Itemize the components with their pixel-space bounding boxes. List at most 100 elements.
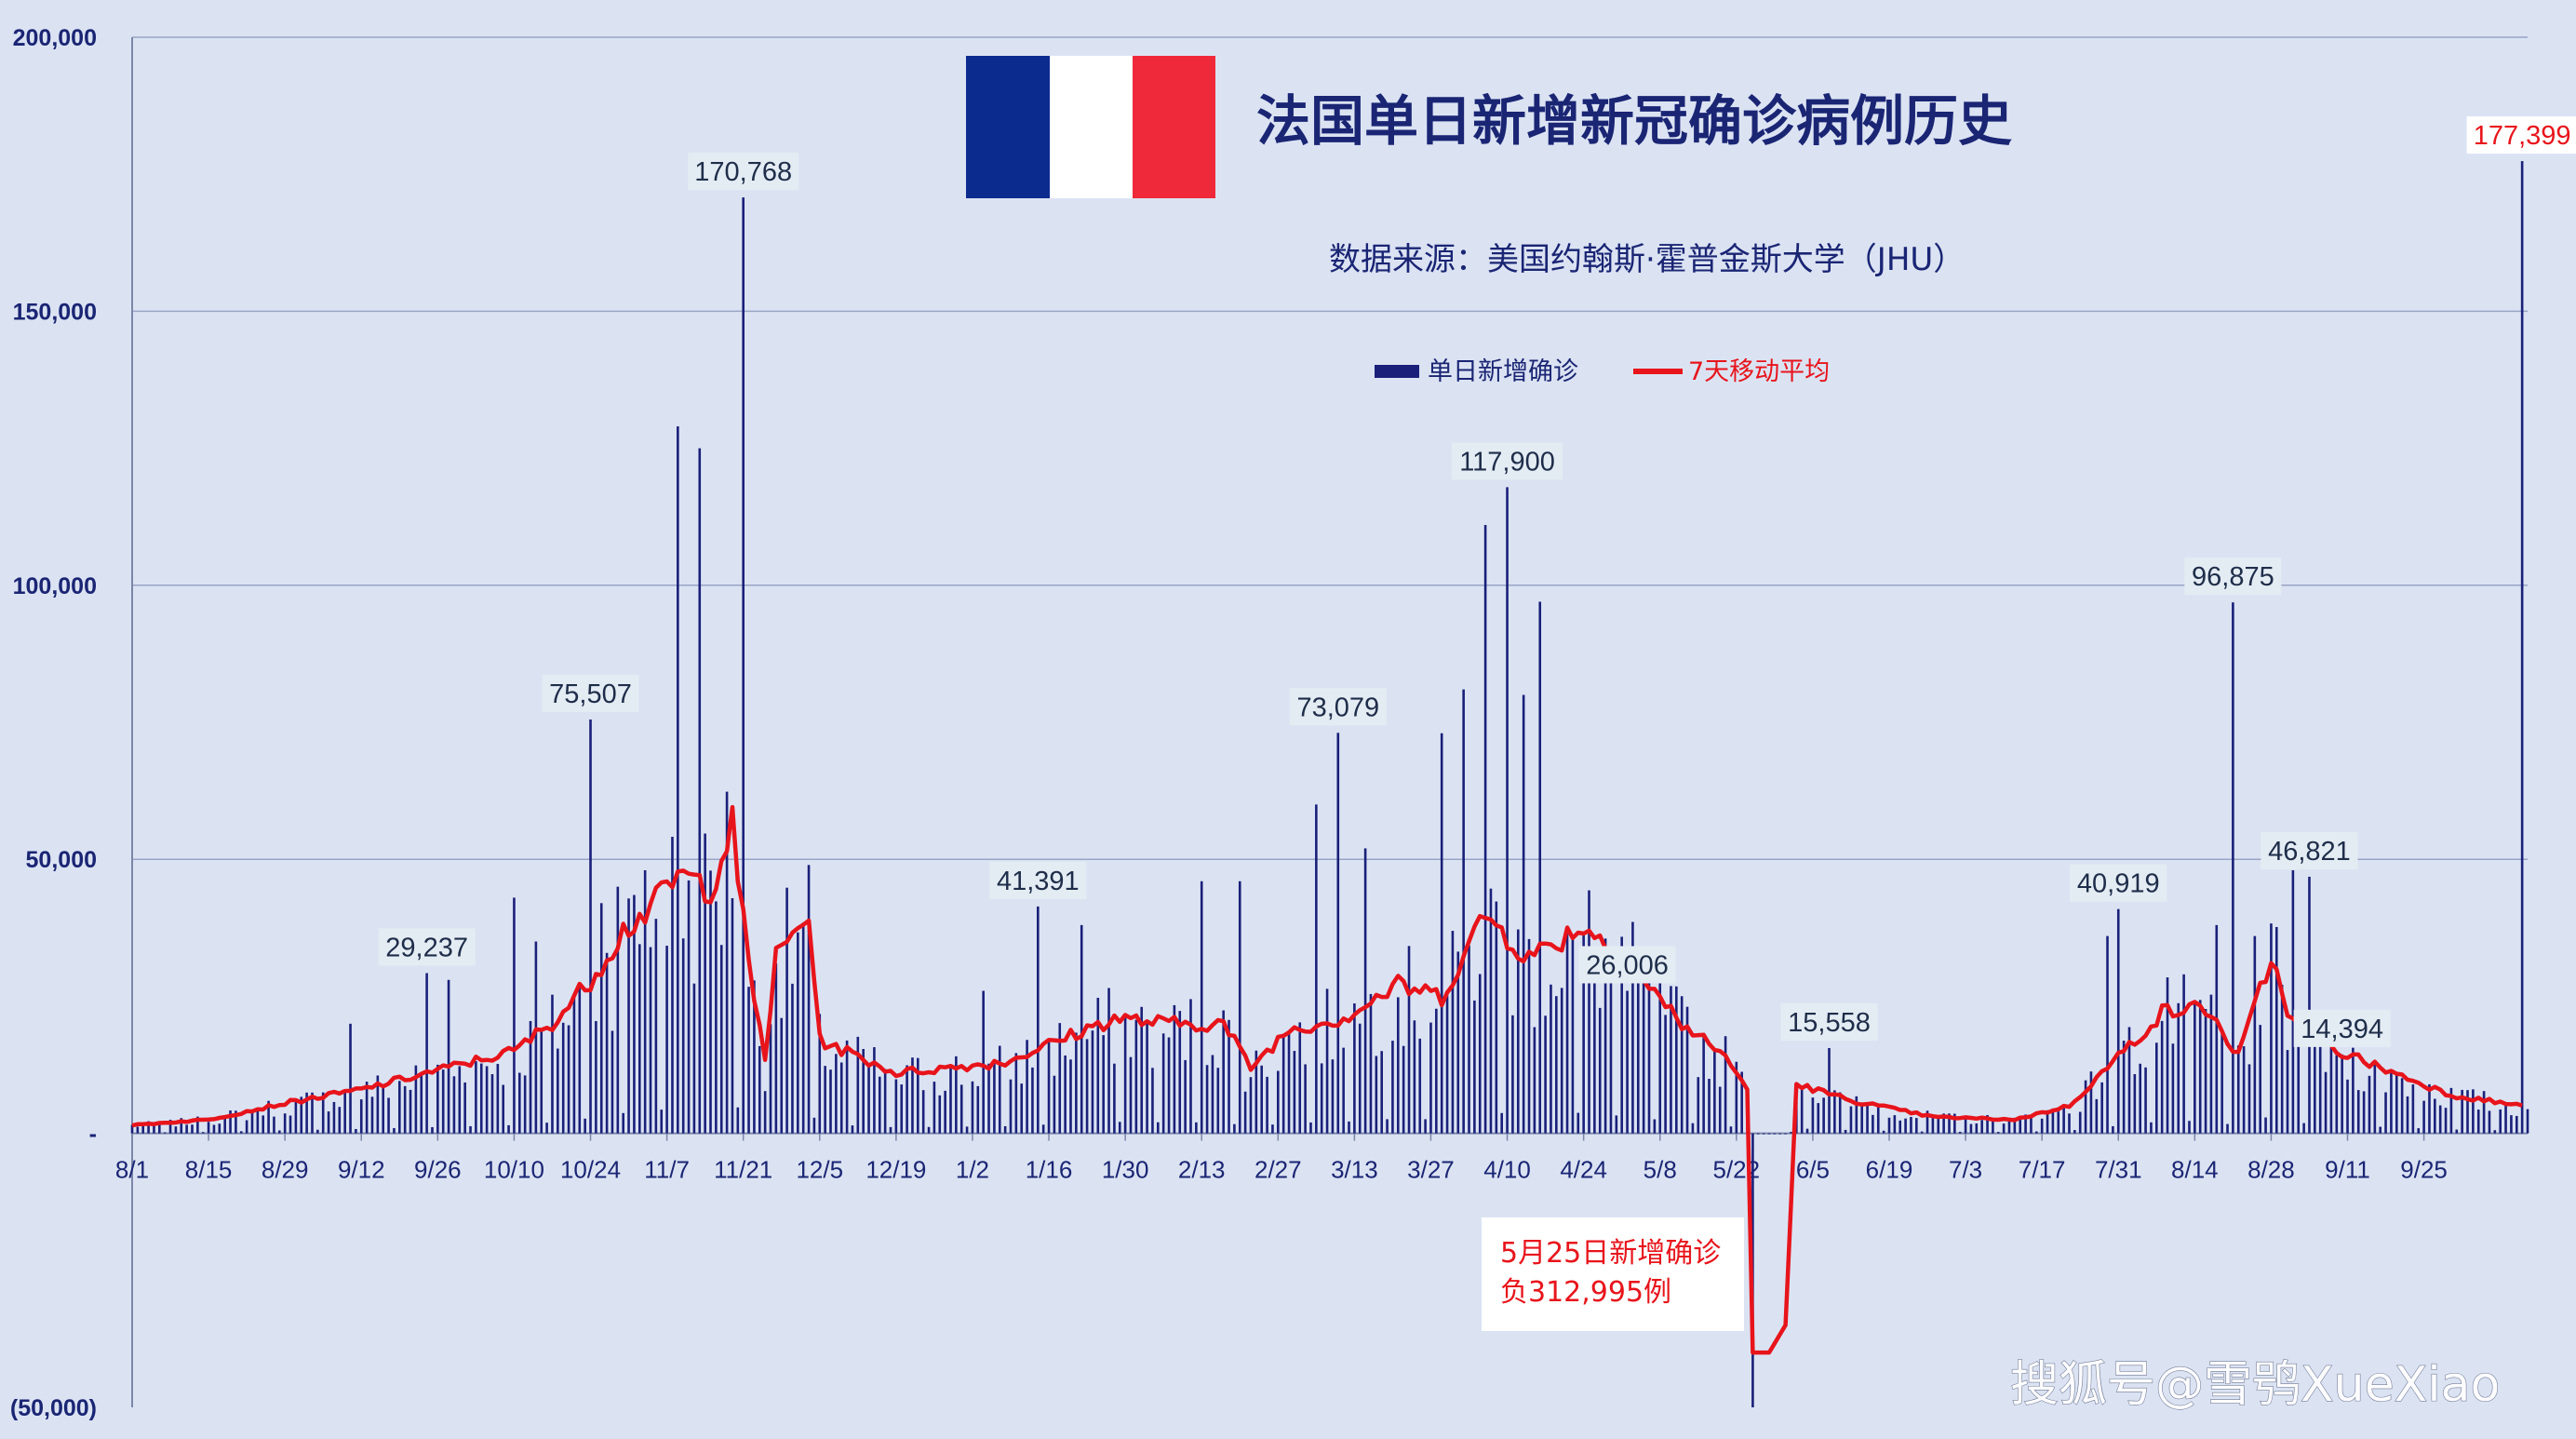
daily-bar [235, 1110, 237, 1134]
daily-bar [1075, 1032, 1078, 1134]
daily-bar [2259, 1025, 2261, 1134]
peak-label-bg [1780, 1002, 1878, 1041]
daily-bar [2035, 1131, 2038, 1134]
daily-bar [262, 1115, 265, 1134]
daily-bar [2466, 1090, 2469, 1134]
daily-bar [2461, 1089, 2463, 1134]
daily-bar [469, 1125, 472, 1134]
daily-bar [807, 865, 811, 1134]
x-tick-label: 1/2 [956, 1156, 989, 1184]
daily-bar [1233, 1123, 1236, 1134]
daily-bar [420, 1074, 423, 1134]
daily-bar [1216, 1068, 1220, 1134]
daily-bar [2040, 1118, 2044, 1134]
daily-bar [1304, 1064, 1307, 1134]
daily-bar [370, 1096, 374, 1134]
daily-bar [567, 1025, 570, 1134]
daily-bar [338, 1107, 342, 1134]
daily-bar [2013, 1117, 2017, 1134]
daily-bar [529, 1020, 532, 1134]
daily-bar [1134, 1019, 1138, 1134]
x-tick-label: 6/5 [1796, 1156, 1830, 1184]
daily-bar [2373, 1060, 2377, 1134]
daily-bar [283, 1113, 287, 1134]
daily-bar [2455, 1129, 2459, 1134]
daily-bar [1031, 1067, 1034, 1134]
daily-bar [278, 1130, 281, 1134]
daily-bar [1986, 1114, 1989, 1134]
peak-label-bg [2293, 1009, 2391, 1047]
daily-bar [2472, 1089, 2475, 1134]
daily-bar [168, 1120, 172, 1134]
daily-bar [1664, 1015, 1667, 1134]
x-tick-label: 4/10 [1483, 1156, 1531, 1184]
daily-bar [1925, 1110, 1929, 1134]
peak-label-bg [542, 675, 639, 713]
daily-bar [812, 1117, 816, 1134]
daily-bar [747, 987, 750, 1134]
daily-bar [719, 945, 723, 1134]
daily-bar [130, 1124, 134, 1134]
daily-bar [1440, 733, 1443, 1134]
negative-note-line2: 负312,995例 [1500, 1276, 1671, 1309]
daily-bar [1817, 1103, 1820, 1134]
x-tick-label: 5/8 [1644, 1156, 1677, 1184]
daily-bar [355, 1128, 357, 1134]
daily-bar [1173, 1004, 1176, 1134]
daily-bar [1375, 1056, 1378, 1134]
peak-label: 40,919 [2077, 869, 2160, 899]
daily-bar [1790, 1132, 1792, 1134]
daily-bar [1527, 938, 1531, 1134]
daily-bar [1069, 1059, 1072, 1134]
daily-bar [1161, 1033, 1165, 1134]
daily-bar [921, 1090, 925, 1134]
daily-bar [2324, 1071, 2328, 1134]
daily-bar [2362, 1091, 2366, 1134]
daily-bar [2504, 1103, 2507, 1134]
daily-bar [191, 1124, 194, 1134]
daily-bar [753, 980, 756, 1134]
daily-bar [862, 1048, 865, 1134]
daily-bar [2379, 1126, 2381, 1134]
daily-bar [1053, 1075, 1056, 1134]
daily-bar [2232, 602, 2234, 1134]
daily-bar [2318, 1039, 2322, 1134]
daily-bar [1418, 1038, 1422, 1134]
daily-bar [2171, 1043, 2175, 1134]
daily-bar [1468, 945, 1470, 1134]
daily-bar [2160, 1020, 2164, 1134]
daily-bar [2089, 1071, 2093, 1134]
daily-bar [311, 1092, 314, 1134]
daily-bar [387, 1097, 390, 1134]
daily-bar [409, 1089, 412, 1134]
x-tick-label: 10/10 [484, 1156, 544, 1184]
daily-bar [147, 1121, 150, 1134]
daily-bar [1271, 1124, 1274, 1134]
daily-bar [1773, 1133, 1777, 1135]
daily-bar [2188, 1121, 2191, 1134]
daily-bar [2400, 1078, 2404, 1134]
legend: 单日新增确诊 7天移动平均 [1375, 357, 1830, 386]
daily-bar [1064, 1055, 1067, 1134]
daily-bar [1243, 1091, 1247, 1134]
daily-bar [1325, 988, 1329, 1134]
legend-bars-label: 单日新增确诊 [1428, 357, 1578, 386]
daily-bar [665, 946, 668, 1134]
daily-bar [551, 994, 554, 1134]
daily-bar [1500, 1112, 1503, 1134]
daily-bar [1860, 1104, 1863, 1134]
x-tick-label: 1/30 [1102, 1156, 1149, 1184]
daily-bar [1396, 997, 1400, 1134]
daily-bar [196, 1116, 199, 1134]
daily-bar [300, 1096, 303, 1134]
daily-bar [398, 1081, 401, 1134]
daily-bar [2434, 1098, 2436, 1134]
daily-bar [1729, 1126, 1733, 1134]
x-tick-label: 8/28 [2247, 1156, 2295, 1184]
daily-bar [1189, 999, 1192, 1134]
daily-bar [507, 1124, 510, 1134]
moving-average-line [131, 804, 2523, 1355]
daily-bar [1080, 924, 1083, 1134]
negative-note-box [1482, 1217, 1744, 1331]
daily-bar [1670, 986, 1672, 1134]
